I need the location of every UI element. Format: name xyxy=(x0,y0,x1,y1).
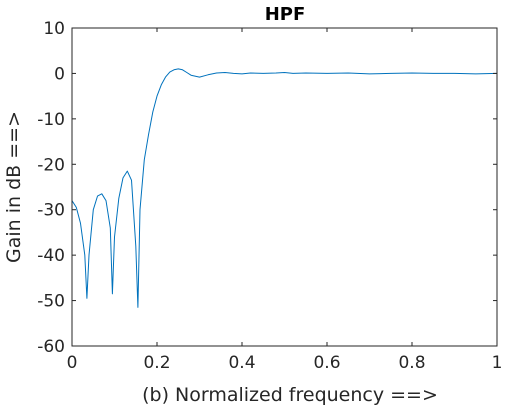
x-tick-label: 0.2 xyxy=(143,353,170,373)
y-tick-label: 0 xyxy=(54,64,65,84)
chart-title: HPF xyxy=(265,4,306,25)
plot-area xyxy=(72,28,497,346)
series-layer xyxy=(71,68,498,308)
y-tick-label: -40 xyxy=(37,246,65,266)
x-tick-label: 0.8 xyxy=(398,353,425,373)
x-tick-label: 0 xyxy=(67,353,78,373)
y-tick-label: -50 xyxy=(37,292,65,312)
x-tick-label: 0.6 xyxy=(313,353,340,373)
x-axis-label: (b) Normalized frequency ==> xyxy=(142,384,438,406)
series-line-0 xyxy=(71,68,498,308)
y-tick-label: -10 xyxy=(37,110,65,130)
axes-frame xyxy=(71,27,498,347)
y-tick-label: -60 xyxy=(37,337,65,357)
y-tick-label: -20 xyxy=(37,155,65,175)
x-tick-label: 0.4 xyxy=(228,353,255,373)
x-axis-ticks: 0 0.2 0.4 0.6 0.8 1 xyxy=(67,28,503,373)
y-axis-ticks: 10 0 -10 -20 -30 -40 -50 -60 xyxy=(37,19,497,357)
y-tick-label: 10 xyxy=(43,19,65,39)
y-axis-label: Gain in dB ==> xyxy=(3,111,25,263)
y-tick-label: -30 xyxy=(37,201,65,221)
x-tick-label: 1 xyxy=(492,353,503,373)
